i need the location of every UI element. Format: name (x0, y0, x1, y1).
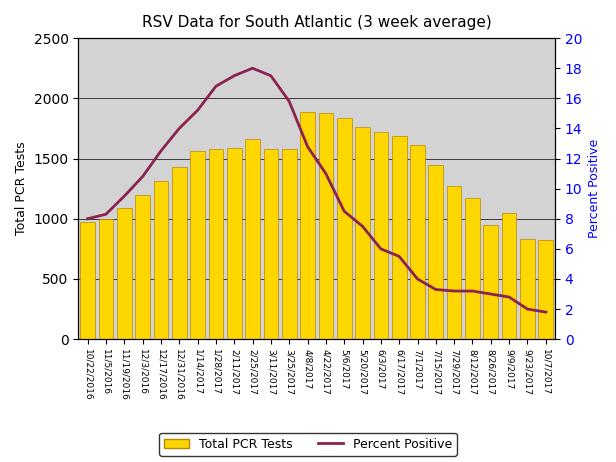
Bar (264, 149, 278, 339)
Bar (117, 208, 132, 339)
Bar (172, 167, 187, 339)
Bar (190, 152, 205, 339)
Bar (429, 164, 443, 339)
Bar (209, 149, 223, 339)
Bar (465, 198, 480, 339)
Bar (300, 112, 315, 339)
Bar (484, 225, 498, 339)
Bar (520, 239, 535, 339)
Bar (227, 148, 241, 339)
Bar (99, 219, 113, 339)
Title: RSV Data for South Atlantic (3 week average): RSV Data for South Atlantic (3 week aver… (142, 15, 492, 30)
Bar (373, 132, 388, 339)
Bar (337, 118, 352, 339)
Bar (392, 136, 407, 339)
Bar (245, 139, 260, 339)
Bar (136, 195, 150, 339)
Legend: Total PCR Tests, Percent Positive: Total PCR Tests, Percent Positive (159, 433, 457, 456)
Bar (538, 240, 553, 339)
Bar (80, 222, 95, 339)
Bar (318, 113, 333, 339)
Bar (447, 186, 461, 339)
Y-axis label: Total PCR Tests: Total PCR Tests (15, 142, 28, 236)
Bar (410, 146, 425, 339)
Bar (502, 213, 516, 339)
Bar (153, 182, 168, 339)
Bar (282, 149, 296, 339)
Bar (355, 127, 370, 339)
Y-axis label: Percent Positive: Percent Positive (588, 139, 601, 238)
